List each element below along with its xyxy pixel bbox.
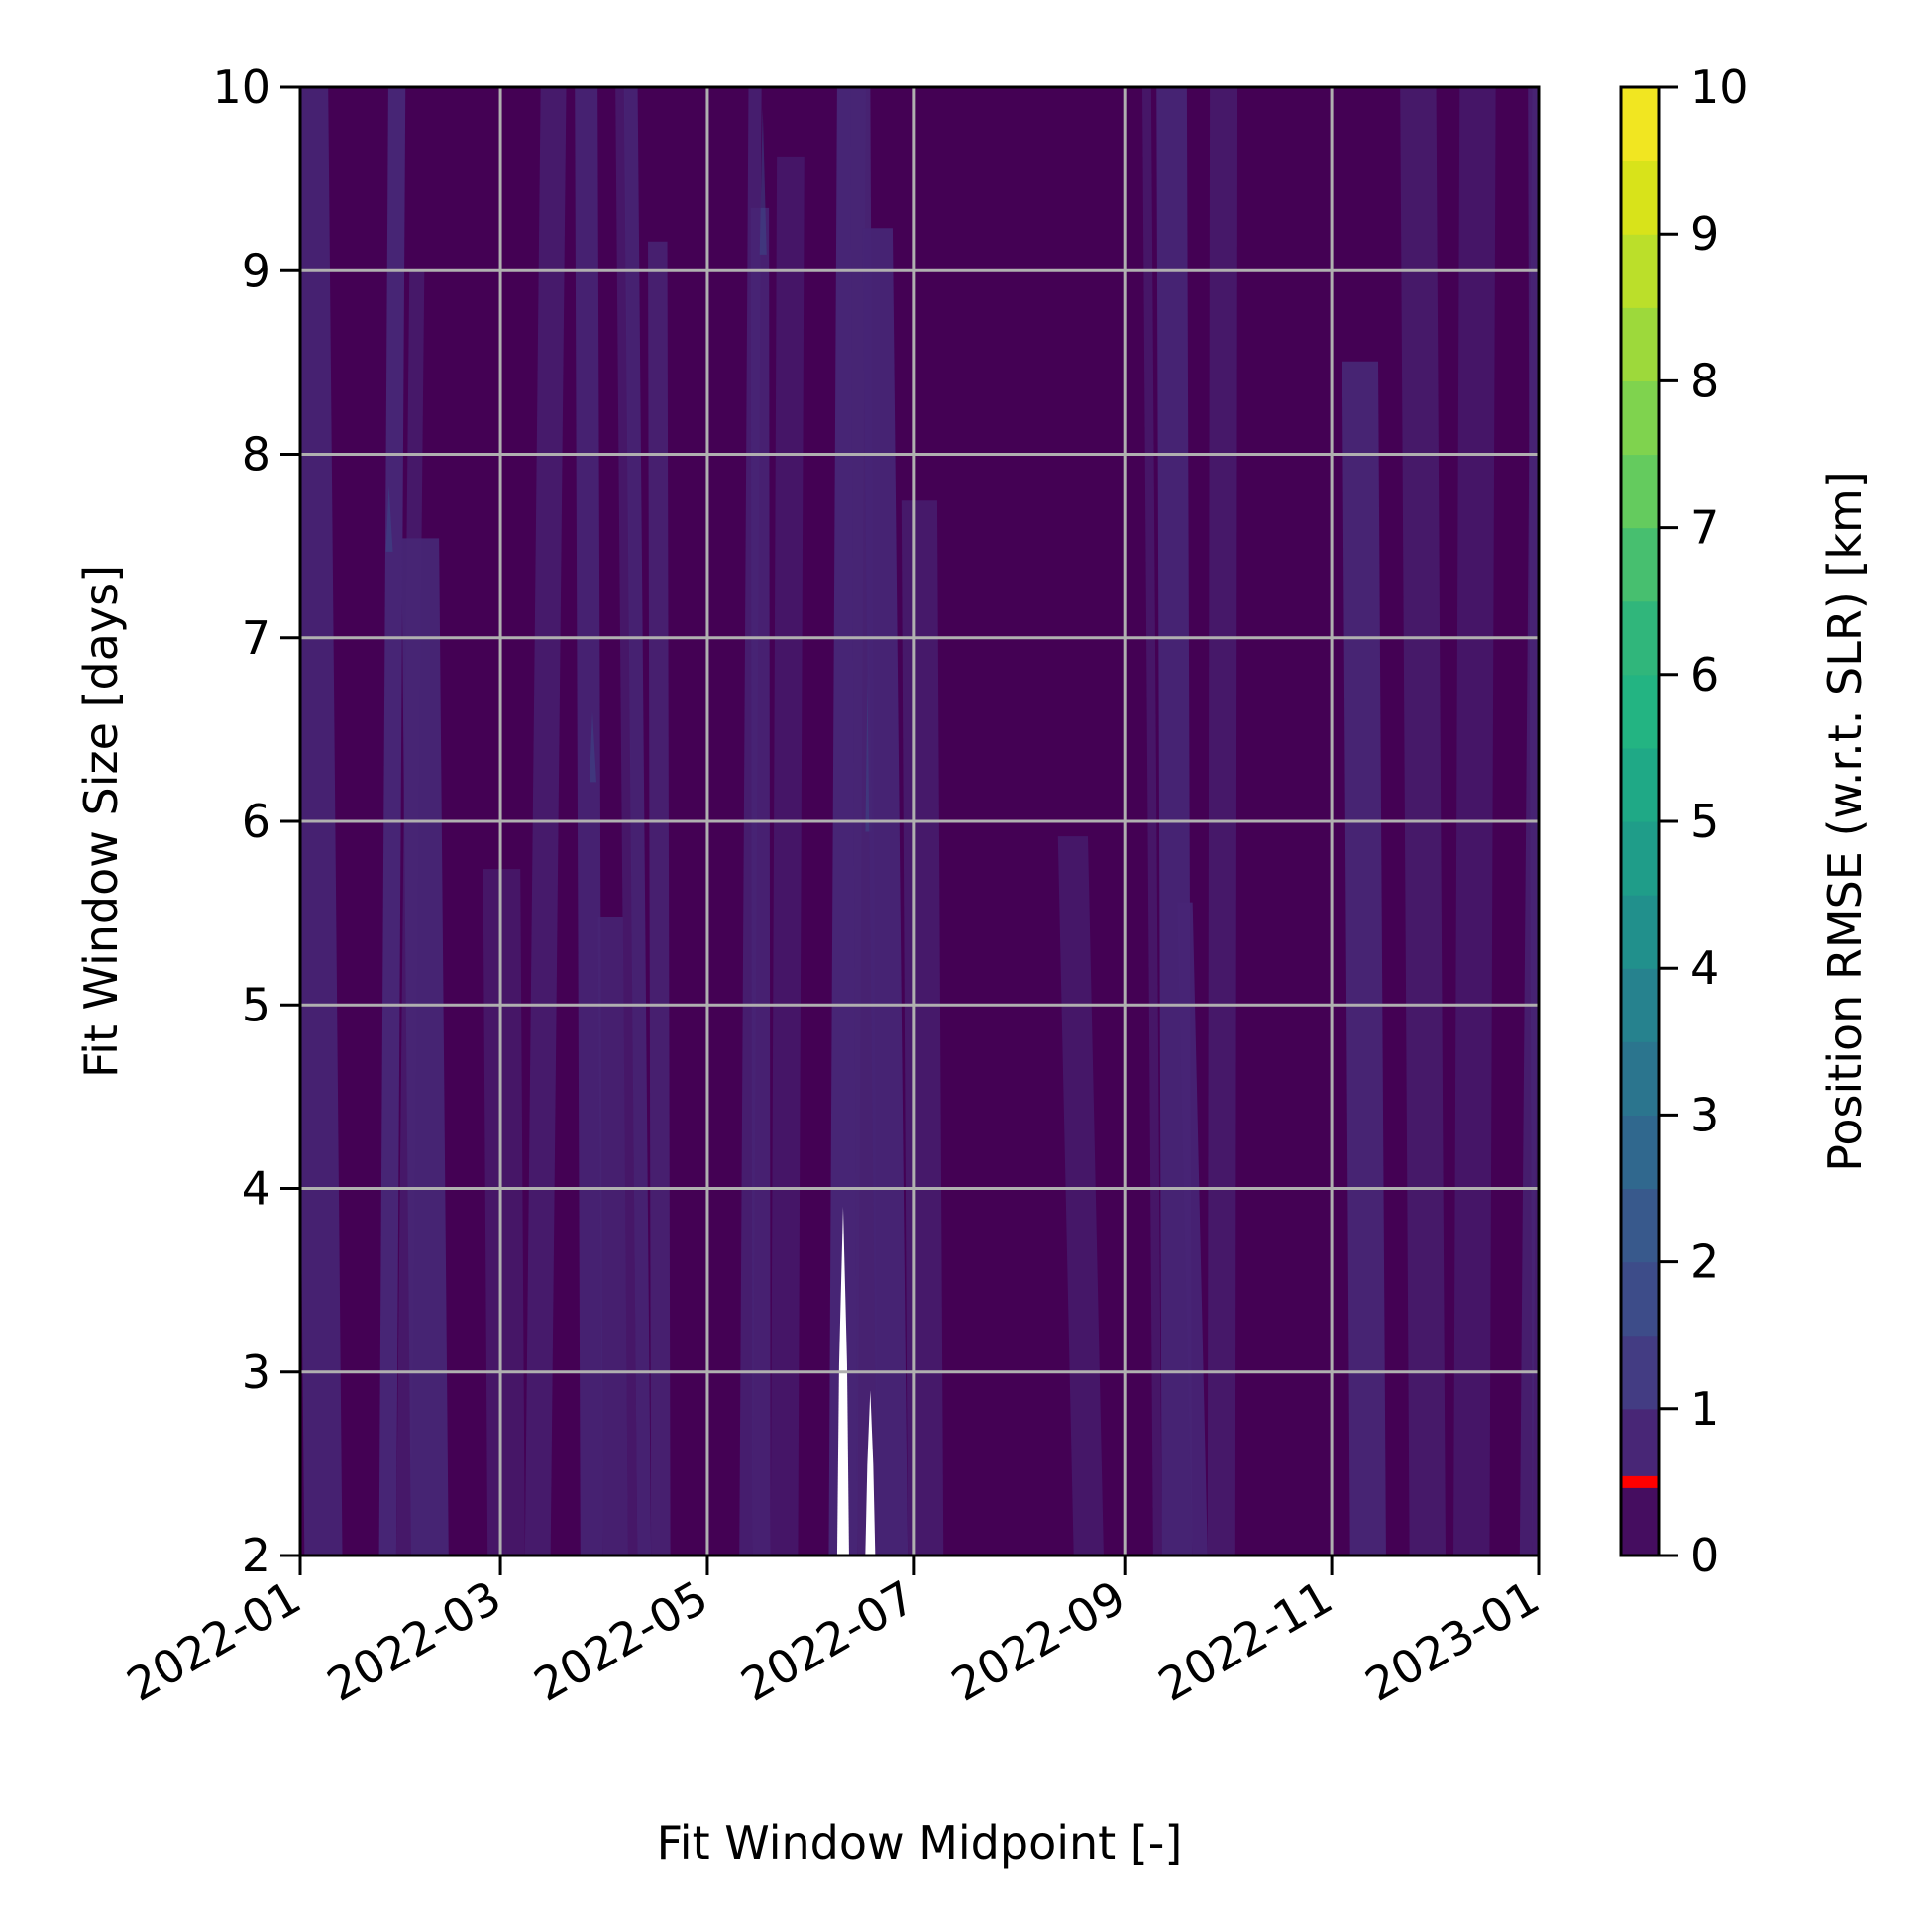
x-tick-label: 2022-09 [942,1570,1133,1712]
colorbar-level [1621,527,1659,602]
y-tick-label: 10 [212,60,270,114]
colorbar-tick-label: 0 [1690,1529,1719,1582]
colorbar-level [1621,1481,1659,1556]
colorbar-level [1621,1335,1659,1410]
colorbar-level [1621,674,1659,749]
y-tick-label: 9 [242,244,270,297]
colorbar-level [1621,307,1659,381]
contour-band [1207,87,1238,1556]
colorbar: 0 1 2 3 4 5 6 7 8 9 10 [1619,60,1749,1582]
x-tick-label: 2022-05 [525,1570,716,1712]
contour-band-high [759,107,767,255]
contour-band [1453,87,1496,1556]
contour-band-high [385,485,393,552]
y-tick-label: 7 [242,611,270,665]
contour-band [901,500,944,1556]
colorbar-level [1621,380,1659,456]
missing-data-spike [836,1207,849,1556]
colorbar-marker [1621,1475,1659,1488]
contour-band [750,207,771,1556]
x-tick-label: 2022-07 [732,1570,923,1712]
y-tick-label: 4 [242,1162,270,1216]
y-tick-label: 8 [242,428,270,482]
colorbar-tick-label: 1 [1690,1382,1719,1436]
colorbar-tick-label: 5 [1690,795,1719,848]
colorbar-tick-label: 7 [1690,501,1719,555]
y-tick-label: 5 [242,978,270,1031]
colorbar-level [1621,454,1659,529]
contour-band-high [589,711,596,783]
contour-band [648,241,671,1556]
colorbar-level [1621,161,1659,235]
colorbar-level [1621,968,1659,1042]
colorbar-tick-label: 8 [1690,354,1719,407]
y-axis: 2 3 4 5 6 7 8 9 10 [212,60,300,1582]
contour-band [1177,902,1208,1556]
colorbar-tick-label: 2 [1690,1235,1719,1289]
x-tick-label: 2022-03 [318,1570,509,1712]
colorbar-level [1621,821,1659,896]
contour-band [597,917,629,1556]
colorbar-level [1621,1188,1659,1263]
colorbar-level [1621,234,1659,308]
contour-band [862,228,909,1556]
colorbar-level [1621,747,1659,822]
contour-band [1156,87,1193,1556]
colorbar-level [1621,1041,1659,1116]
colorbar-level [1621,1115,1659,1190]
colorbar-level [1621,600,1659,676]
colorbar-tick-label: 3 [1690,1088,1719,1141]
missing-data-region [836,1207,876,1556]
contour-band [483,869,525,1556]
y-tick-label: 6 [242,795,270,848]
colorbar-level [1621,895,1659,969]
colorbar-tick-label: 10 [1690,60,1749,114]
x-axis-label: Fit Window Midpoint [-] [657,1816,1183,1870]
colorbar-tick-label: 6 [1690,648,1719,701]
contour-band [1057,836,1104,1556]
x-tick-label: 2022-01 [118,1570,309,1712]
y-tick-label: 3 [242,1345,270,1399]
colorbar-tick-label: 4 [1690,941,1719,995]
colorbar-tick-label: 9 [1690,207,1719,261]
missing-data-spike [865,1390,876,1556]
x-tick-label: 2023-01 [1356,1570,1548,1712]
colorbar-level [1621,87,1659,161]
x-axis: 2022-01 2022-03 2022-05 2022-07 2022-09 2022-… [118,1556,1549,1712]
y-tick-label: 2 [242,1529,270,1582]
contour-band [1342,361,1386,1556]
x-tick-label: 2022-11 [1149,1570,1341,1712]
contour-band [401,538,449,1556]
contour-band [770,156,805,1556]
colorbar-level [1621,1408,1659,1483]
y-axis-label: Fit Window Size [days] [74,565,128,1078]
colorbar-level [1621,1261,1659,1337]
colorbar-label: Position RMSE (w.r.t. SLR) [km] [1818,471,1872,1172]
